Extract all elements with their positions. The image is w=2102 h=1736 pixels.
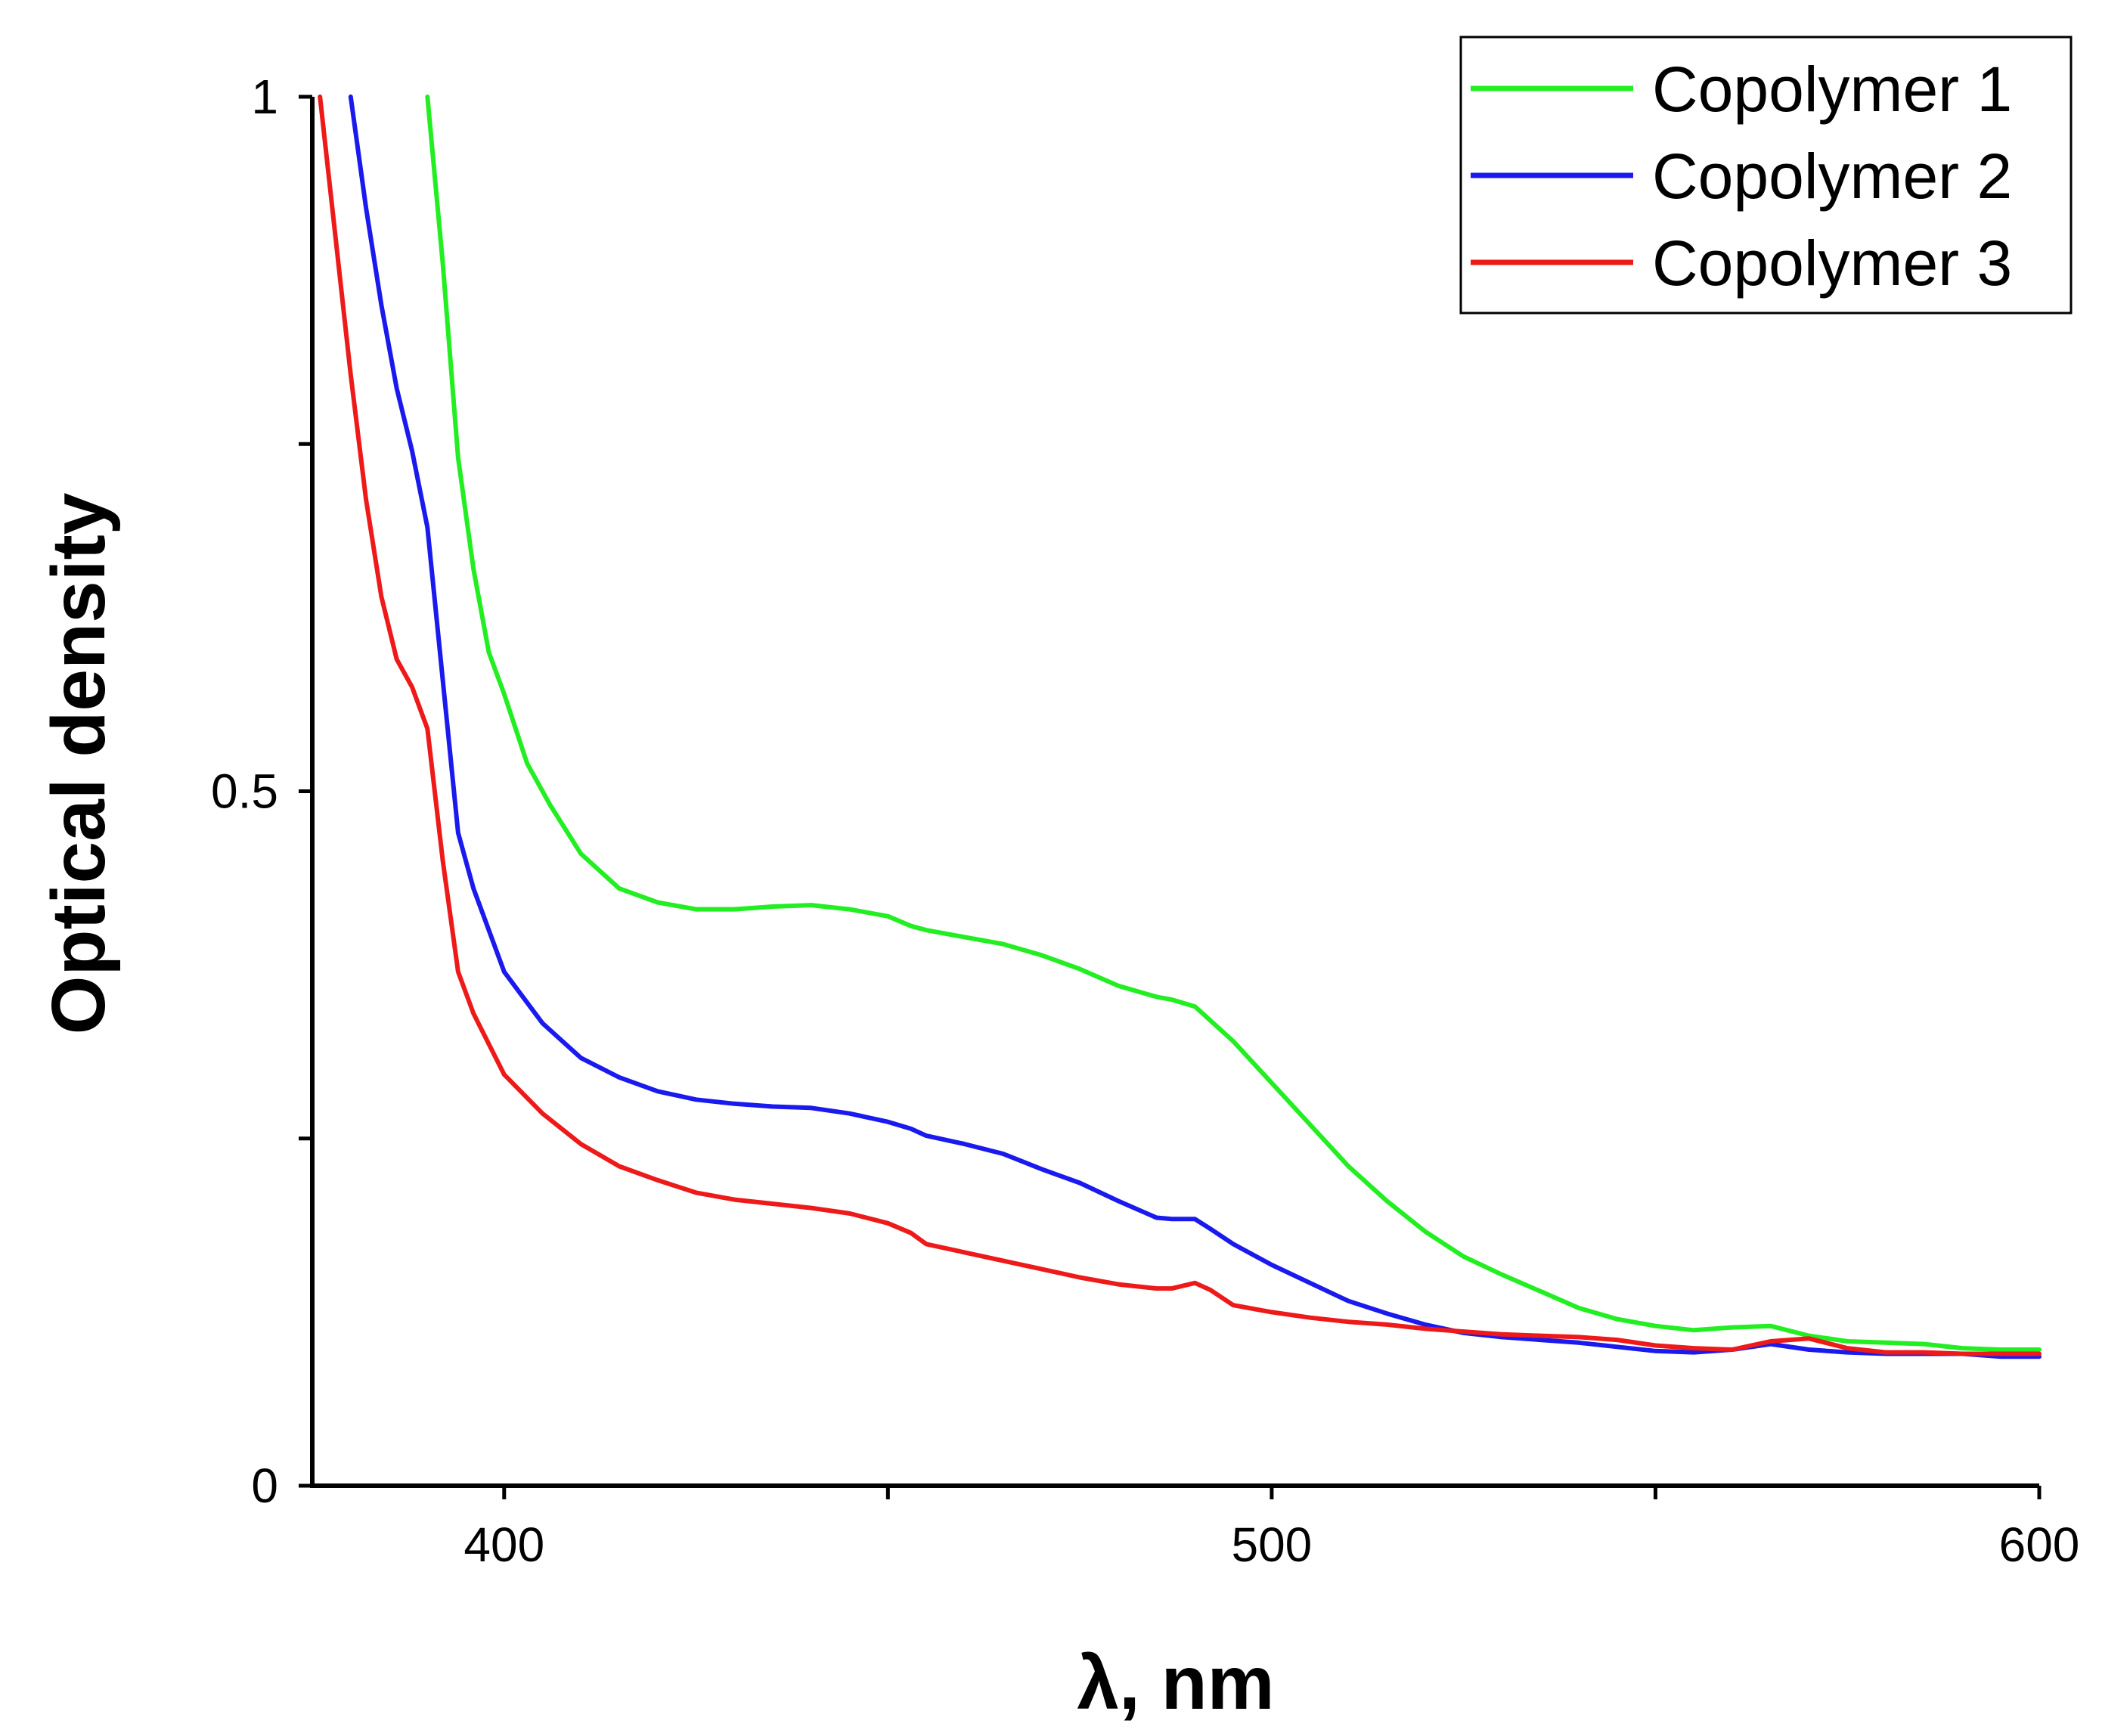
y-axis-title: Optical density [36, 492, 121, 1034]
y-tick-label-0.5: 0.5 [211, 764, 278, 819]
x-tick-label-500: 500 [1231, 1517, 1312, 1572]
y-tick-label-1: 1 [251, 70, 278, 124]
x-tick-label-600: 600 [1999, 1517, 2080, 1572]
series-line-2 [348, 95, 2042, 1359]
legend: Copolymer 1 Copolymer 2 Copolymer 3 [1459, 36, 2073, 315]
legend-items: Copolymer 1 Copolymer 2 Copolymer 3 [1471, 54, 2012, 299]
legend-label-2: Copolymer 2 [1652, 141, 2012, 212]
series-layer [318, 95, 2042, 1359]
x-tick-label-400: 400 [463, 1517, 544, 1572]
legend-label-3: Copolymer 3 [1652, 228, 2012, 299]
legend-label-1: Copolymer 1 [1652, 54, 2012, 125]
y-tick-label-0: 0 [251, 1459, 278, 1513]
series-line-1 [425, 95, 2042, 1352]
x-axis-title: λ, nm [1077, 1641, 1274, 1725]
tick-layer: 400 500 600 0 0.5 1 [211, 70, 2079, 1572]
series-line-3 [318, 95, 2042, 1356]
